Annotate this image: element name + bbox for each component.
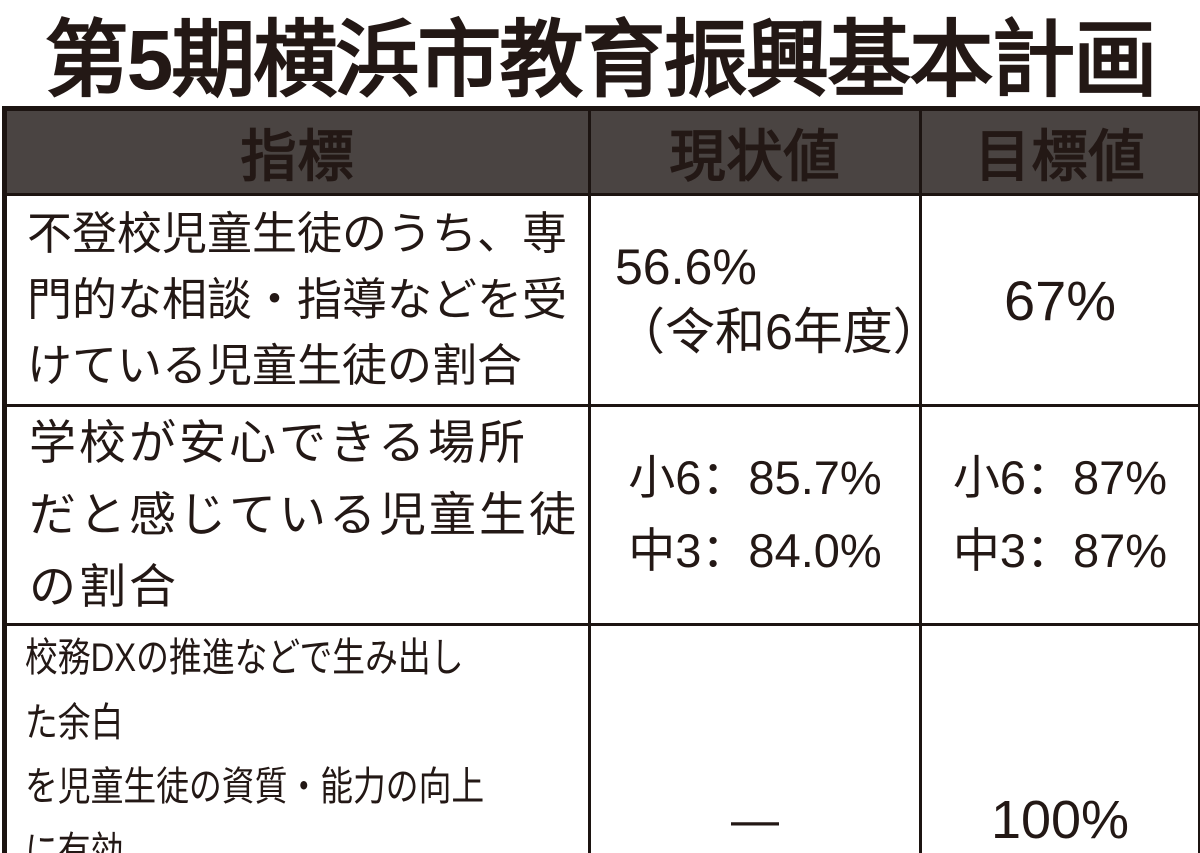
indicator-table: 指標 現状値 目標値 不登校児童生徒のうち、専 門的な相談・指導などを受 けてい… xyxy=(2,106,1200,853)
condensed-indicator-text: 校務DXの推進などで生み出した余白 を児童生徒の資質・能力の向上に有効 に活用で… xyxy=(25,635,485,853)
table-header-row: 指標 現状値 目標値 xyxy=(3,107,1200,196)
column-header-indicator: 指標 xyxy=(3,107,591,196)
column-header-current-value: 現状値 xyxy=(588,107,922,196)
target-value-cell: 小6：87% 中3：87% xyxy=(919,404,1200,626)
table-row: 学校が安心できる場所 だと感じている児童生徒 の割合 小6：85.7% 中3：8… xyxy=(3,404,1200,626)
current-value-cell: 56.6% （令和6年度） xyxy=(588,193,943,407)
indicator-cell-school-dx: 校務DXの推進などで生み出した余白 を児童生徒の資質・能力の向上に有効 に活用で… xyxy=(3,622,591,853)
page-title: 第5期横浜市教育振興基本計画 xyxy=(44,12,1158,107)
target-value-cell: 67% xyxy=(919,193,1200,407)
indicator-cell-school-safety: 学校が安心できる場所 だと感じている児童生徒 の割合 xyxy=(3,404,591,626)
table-row: 不登校児童生徒のうち、専 門的な相談・指導などを受 けている児童生徒の割合 56… xyxy=(3,193,1200,407)
current-value-cell: 小6：85.7% 中3：84.0% xyxy=(588,404,922,626)
column-header-target-value: 目標値 xyxy=(919,107,1200,196)
table-row: 校務DXの推進などで生み出した余白 を児童生徒の資質・能力の向上に有効 に活用で… xyxy=(3,622,1200,853)
indicator-cell-truancy-support: 不登校児童生徒のうち、専 門的な相談・指導などを受 けている児童生徒の割合 xyxy=(3,193,591,407)
target-value-cell: 100% xyxy=(919,622,1200,853)
current-value-cell: ― xyxy=(588,622,922,853)
